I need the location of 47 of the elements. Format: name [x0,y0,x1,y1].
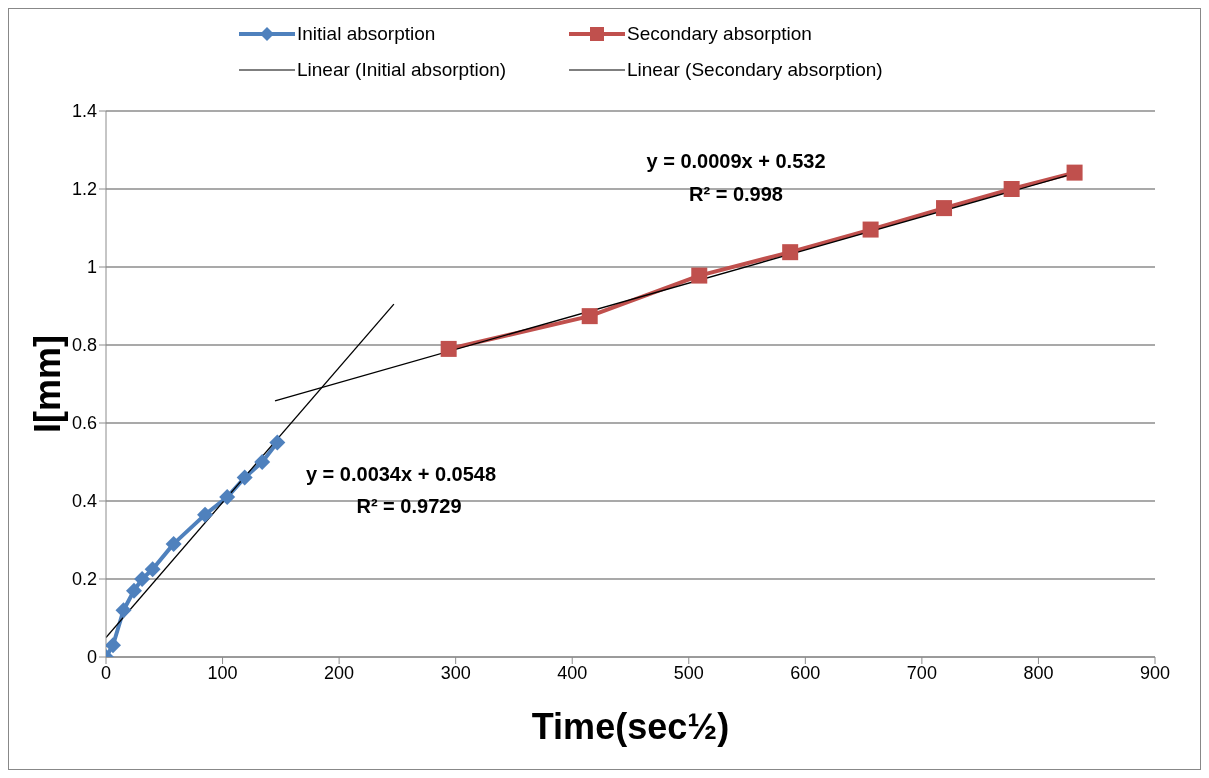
point [862,221,879,238]
point [115,602,132,619]
annotation: y = 0.0034x + 0.0548 [305,462,497,486]
x-tick-label: 200 [324,662,355,683]
annotation: R² = 0.998 [689,182,783,206]
point [581,308,598,325]
x-tick-label: 800 [1023,662,1054,683]
point [134,571,151,587]
point [1066,164,1083,181]
y-tick-label: 1 [86,257,97,278]
point [236,469,253,486]
point [936,200,953,217]
point [1003,181,1020,197]
y-axis-title: I[mm] [26,335,68,433]
y-tick-label: 0.8 [71,335,97,356]
x-tick-label: 500 [673,662,704,683]
point [165,535,182,552]
y-tick-label: 1.2 [71,179,97,200]
x-axis-title: Time(sec½) [531,706,730,747]
annotation: R² = 0.9729 [356,494,462,518]
y-tick-label: 0 [86,647,97,668]
x-tick-label: 700 [906,662,937,683]
x-tick-label: 100 [207,662,238,683]
x-tick-label: 400 [557,662,588,683]
y-tick-label: 0.2 [71,569,97,590]
point [254,454,271,470]
point [269,434,286,451]
point [144,561,161,578]
y-tick-label: 1.4 [71,101,97,122]
point [125,582,142,599]
x-tick-label: 600 [790,662,821,683]
legend-label: Linear (Secondary absorption) [627,59,883,81]
point [197,506,214,523]
y-tick-label: 0.4 [71,491,97,512]
point [782,244,799,261]
point [440,340,457,357]
point [219,489,236,506]
x-tick-label: 0 [100,662,112,683]
point [106,637,121,654]
legend-label: Initial absorption [297,23,436,45]
legend-label: Secondary absorption [627,23,812,45]
y-tick-label: 0.6 [71,413,97,434]
x-tick-label: 300 [440,662,471,683]
x-tick-label: 900 [1139,662,1171,683]
point [691,267,708,284]
annotation: y = 0.0009x + 0.532 [646,149,826,173]
legend-label: Linear (Initial absorption) [297,59,507,81]
